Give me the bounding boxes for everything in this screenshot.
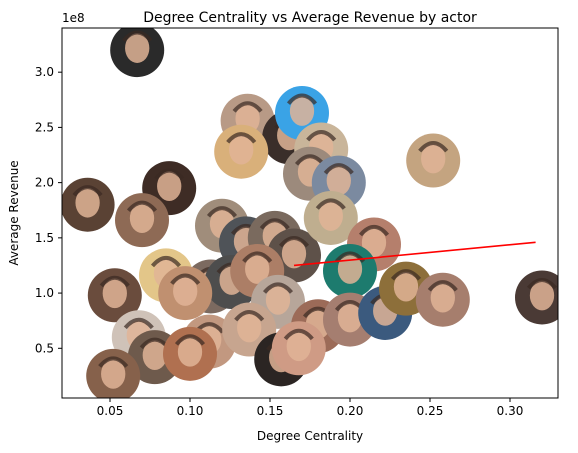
- y-tick-label: 2.5: [35, 120, 54, 134]
- data-point: [303, 190, 358, 245]
- y-tick-label: 1.5: [35, 231, 54, 245]
- face-shape: [101, 359, 126, 389]
- data-point: [86, 348, 141, 398]
- y-tick-label: 2.0: [35, 176, 54, 190]
- hair-shape: [150, 255, 182, 268]
- hair-shape: [98, 356, 129, 368]
- hair-shape: [283, 328, 314, 341]
- data-point: [87, 268, 142, 323]
- face-shape: [177, 336, 203, 367]
- hair-shape: [234, 309, 265, 322]
- data-point: [115, 193, 169, 248]
- x-tick-label: 0.25: [417, 404, 444, 418]
- plot-frame: [61, 27, 559, 399]
- hair-shape: [278, 235, 310, 248]
- data-point: [515, 270, 558, 325]
- face-shape: [75, 187, 100, 218]
- hair-shape: [206, 206, 238, 218]
- hair-shape: [323, 163, 354, 175]
- trend-line: [293, 241, 536, 267]
- data-point: [271, 321, 326, 376]
- data-point: [214, 124, 269, 179]
- x-tick-label: 0.20: [337, 404, 364, 418]
- x-tick-label: 0.10: [177, 404, 204, 418]
- face-shape: [337, 302, 363, 333]
- data-points: [62, 28, 558, 398]
- face-shape: [318, 201, 343, 231]
- x-tick-label: 0.30: [497, 404, 524, 418]
- face-shape: [281, 238, 307, 269]
- chart-title: Degree Centrality vs Average Revenue by …: [143, 10, 477, 26]
- face-shape: [361, 227, 387, 258]
- hair-shape: [123, 317, 154, 330]
- x-tick-label: 0.05: [97, 404, 124, 418]
- hair-shape: [170, 273, 201, 285]
- hair-shape: [99, 275, 130, 288]
- face-shape: [129, 203, 155, 234]
- hair-shape: [294, 154, 326, 166]
- hair-shape: [154, 168, 185, 181]
- face-shape: [102, 278, 127, 309]
- x-axis-label: Degree Centrality: [257, 429, 363, 443]
- face-shape: [157, 171, 182, 201]
- trend-line-group: [293, 241, 536, 267]
- y-tick-label: 1.0: [35, 286, 54, 300]
- hair-shape: [390, 269, 422, 281]
- hair-shape: [286, 93, 318, 105]
- y-scale-label: 1e8: [62, 11, 85, 25]
- hair-shape: [72, 185, 103, 197]
- data-point: [110, 28, 165, 78]
- hair-shape: [174, 334, 206, 346]
- data-point: [62, 177, 115, 232]
- face-shape: [326, 165, 351, 196]
- face-shape: [173, 276, 198, 306]
- face-shape: [286, 331, 311, 362]
- face-shape: [289, 96, 315, 126]
- face-shape: [245, 254, 270, 284]
- data-point: [158, 266, 213, 321]
- face-shape: [430, 282, 455, 313]
- data-point: [323, 243, 377, 298]
- face-shape: [142, 340, 167, 370]
- y-axis-label: Average Revenue: [7, 160, 21, 265]
- y-axis: 0.5 1.0 1.5 2.0 2.5 3.0: [35, 65, 62, 355]
- hair-shape: [315, 198, 346, 210]
- hair-shape: [226, 132, 257, 144]
- face-shape: [125, 33, 150, 63]
- hair-shape: [526, 277, 558, 290]
- hair-shape: [259, 218, 290, 230]
- hair-shape: [232, 101, 263, 113]
- data-point: [163, 326, 217, 381]
- face-shape: [229, 134, 254, 165]
- hair-shape: [262, 282, 294, 294]
- hair-shape: [427, 280, 458, 292]
- face-shape: [237, 312, 262, 343]
- hair-shape: [358, 224, 390, 237]
- face-shape: [529, 280, 555, 311]
- hair-shape: [418, 141, 449, 153]
- hair-shape: [242, 251, 273, 263]
- hair-shape: [122, 30, 153, 42]
- face-shape: [265, 285, 291, 315]
- y-tick-label: 3.0: [35, 65, 54, 79]
- hair-shape: [126, 200, 158, 213]
- x-tick-label: 0.15: [257, 404, 284, 418]
- face-shape: [393, 271, 419, 302]
- hair-shape: [306, 129, 337, 142]
- data-point: [415, 272, 470, 327]
- data-point: [406, 133, 461, 188]
- x-axis: 0.05 0.10 0.15 0.20 0.25 0.30: [97, 398, 524, 418]
- face-shape: [337, 254, 363, 284]
- y-tick-label: 0.5: [35, 341, 54, 355]
- face-shape: [421, 143, 446, 174]
